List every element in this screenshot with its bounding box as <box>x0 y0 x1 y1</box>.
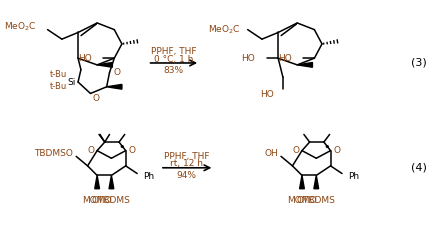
Polygon shape <box>107 84 122 89</box>
Text: 0 °C, 1 h: 0 °C, 1 h <box>154 55 193 64</box>
Text: O: O <box>292 146 299 155</box>
Text: rt, 12 h: rt, 12 h <box>170 159 203 169</box>
Text: O: O <box>334 146 340 155</box>
Text: PPHF, THF: PPHF, THF <box>151 47 196 56</box>
Text: O: O <box>92 94 99 103</box>
Text: t-Bu: t-Bu <box>49 82 67 91</box>
Text: MeO$_2$C: MeO$_2$C <box>207 23 240 36</box>
Text: HO: HO <box>78 54 92 63</box>
Text: HO: HO <box>241 54 255 63</box>
Polygon shape <box>300 175 305 189</box>
Text: 94%: 94% <box>177 171 197 180</box>
Text: 83%: 83% <box>163 66 184 75</box>
Text: Ph: Ph <box>348 172 359 181</box>
Text: OTBDMS: OTBDMS <box>297 196 336 205</box>
Text: MOMO: MOMO <box>83 196 112 205</box>
Polygon shape <box>314 175 319 189</box>
Text: MOMO: MOMO <box>287 196 317 205</box>
Text: PPHF, THF: PPHF, THF <box>164 152 210 161</box>
Polygon shape <box>297 62 312 67</box>
Text: OTBDMS: OTBDMS <box>92 196 131 205</box>
Text: HO: HO <box>260 90 273 99</box>
Text: Ph: Ph <box>143 172 154 181</box>
Text: MeO$_2$C: MeO$_2$C <box>3 20 36 33</box>
Polygon shape <box>95 175 99 189</box>
Text: t-Bu: t-Bu <box>49 70 67 79</box>
Text: •: • <box>324 142 330 152</box>
Text: (4): (4) <box>411 163 427 173</box>
Text: •: • <box>119 142 125 152</box>
Polygon shape <box>97 62 112 67</box>
Polygon shape <box>109 175 114 189</box>
Text: O: O <box>129 146 136 155</box>
Text: O: O <box>113 68 121 77</box>
Text: OH: OH <box>264 149 278 158</box>
Text: (3): (3) <box>411 58 427 68</box>
Text: Si: Si <box>68 77 76 87</box>
Text: TBDMSO: TBDMSO <box>35 149 73 158</box>
Text: O: O <box>87 146 94 155</box>
Text: HO: HO <box>278 54 292 63</box>
